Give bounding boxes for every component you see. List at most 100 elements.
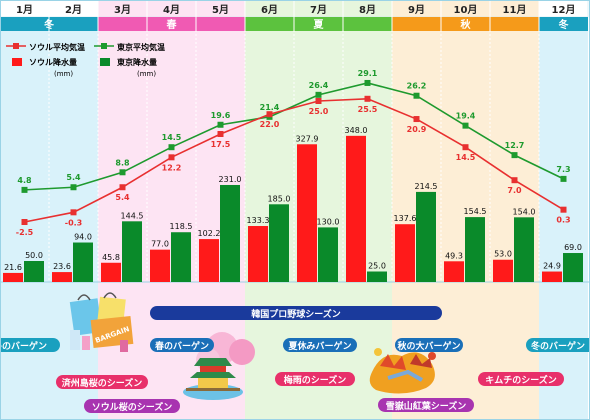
bar-label-tokyo-0: 50.0 <box>25 251 43 260</box>
point-label-tokyo-7: 29.1 <box>358 69 378 78</box>
events: 韓国プロ野球シーズン BARGAIN <box>0 292 590 413</box>
header: 冬春夏秋冬1月 2月 3月 4月 5月 6月 7月 8月 9月 10月 11月 12月 <box>0 0 589 31</box>
bar-tokyo-2 <box>122 221 142 282</box>
point-label-seoul-11: 0.3 <box>556 216 570 225</box>
bar-tokyo-11 <box>563 253 583 282</box>
bar-label-seoul-2: 45.8 <box>102 253 120 262</box>
point-seoul-7 <box>364 95 371 102</box>
point-tokyo-7 <box>364 79 371 86</box>
summer-bargain-label: 夏休みバーゲン <box>287 340 351 352</box>
bar-label-seoul-6: 327.9 <box>296 134 319 143</box>
jeju-cherry-label: 済州島桜のシーズン <box>62 377 143 389</box>
point-seoul-1 <box>70 209 77 216</box>
rainy-season-label: 梅雨のシーズン <box>284 374 347 386</box>
legend-seoul-temp: ソウル平均気温 <box>29 42 85 52</box>
point-label-seoul-7: 25.5 <box>358 105 378 114</box>
bar-seoul-4 <box>199 239 219 282</box>
bar-label-tokyo-7: 25.0 <box>368 262 386 271</box>
bar-tokyo-0 <box>24 261 44 282</box>
bar-label-seoul-4: 102.2 <box>198 229 221 238</box>
baseball-season-bar <box>150 306 442 320</box>
season-backgrounds <box>0 30 588 420</box>
event-seoul-cherry: ソウル桜のシーズン <box>84 399 180 413</box>
point-tokyo-9 <box>462 122 469 129</box>
month-label-2: 3月 <box>114 4 131 16</box>
point-seoul-5 <box>266 111 273 118</box>
event-rainy-season: 梅雨のシーズン <box>275 372 355 386</box>
point-seoul-3 <box>168 154 175 161</box>
bar-label-tokyo-6: 130.0 <box>317 217 340 226</box>
event-autumn-bargain: 秋の大バーゲン <box>395 338 463 352</box>
point-label-tokyo-2: 8.8 <box>115 158 130 167</box>
bar-label-seoul-0: 21.6 <box>4 263 22 272</box>
season-band-1 <box>98 17 245 31</box>
legend-tokyo-marker <box>101 43 107 49</box>
bar-seoul-5 <box>248 226 268 282</box>
bar-label-tokyo-4: 231.0 <box>219 175 242 184</box>
point-tokyo-0 <box>21 186 28 193</box>
point-seoul-0 <box>21 219 28 225</box>
legend-seoul-rain-swatch <box>12 58 22 66</box>
bar-tokyo-3 <box>171 232 191 282</box>
autumn-bargain-label: 秋の大バーゲン <box>396 340 460 352</box>
season-label-4: 冬 <box>559 18 569 31</box>
event-jeju-cherry: 済州島桜のシーズン <box>56 375 148 389</box>
point-tokyo-10 <box>511 152 518 159</box>
point-label-seoul-10: 7.0 <box>507 186 522 195</box>
bars <box>3 135 583 282</box>
event-winter-bargain-2: 冬のバーゲン <box>526 338 590 352</box>
bar-tokyo-1 <box>73 242 93 282</box>
point-label-tokyo-6: 26.4 <box>309 81 329 90</box>
bar-seoul-3 <box>150 249 170 282</box>
point-label-seoul-9: 14.5 <box>456 153 476 162</box>
bar-seoul-1 <box>52 272 72 282</box>
season-label-3: 秋 <box>461 18 472 31</box>
season-label-2: 夏 <box>313 19 325 31</box>
bar-tokyo-4 <box>220 184 240 282</box>
bar-seoul-2 <box>101 262 121 282</box>
bar-seoul-11 <box>542 271 562 282</box>
point-label-seoul-3: 12.2 <box>162 163 182 172</box>
legend: ソウル平均気温 東京平均気温 ソウル降水量 (mm) 東京降水量 (mm) <box>6 42 165 78</box>
bar-seoul-6 <box>297 144 317 282</box>
month-label-4: 5月 <box>212 4 229 16</box>
month-label-10: 11月 <box>503 4 527 16</box>
bar-tokyo-7 <box>367 271 387 282</box>
month-label-5: 6月 <box>261 4 278 16</box>
point-label-tokyo-5: 21.4 <box>260 103 280 112</box>
legend-tokyo-rain-swatch <box>100 58 110 66</box>
legend-tokyo-rain: 東京降水量 <box>117 57 157 67</box>
bargain-bag-illustration: BARGAIN <box>69 292 134 352</box>
legend-tokyo-temp: 東京平均気温 <box>117 42 165 52</box>
bar-seoul-9 <box>444 261 464 282</box>
bar-label-tokyo-9: 154.5 <box>464 207 487 216</box>
month-label-3: 4月 <box>163 4 180 16</box>
point-label-tokyo-0: 4.8 <box>17 176 32 185</box>
bar-tokyo-9 <box>465 217 485 282</box>
season-band-3 <box>392 17 539 31</box>
bar-label-tokyo-10: 154.0 <box>513 207 536 216</box>
legend-seoul-marker <box>13 43 19 49</box>
point-label-tokyo-1: 5.4 <box>66 173 81 182</box>
month-label-0: 1月 <box>16 4 33 16</box>
autumn-leaves-illustration <box>369 348 436 394</box>
bar-label-tokyo-5: 185.0 <box>268 194 291 203</box>
month-label-7: 8月 <box>359 4 376 16</box>
bar-seoul-0 <box>3 272 23 282</box>
bar-label-seoul-3: 77.0 <box>151 240 169 249</box>
baseball-season-label: 韓国プロ野球シーズン <box>251 308 341 320</box>
point-seoul-10 <box>511 177 518 184</box>
winter-bargain-2-label: 冬のバーゲン <box>531 340 585 352</box>
bar-label-tokyo-3: 118.5 <box>170 222 193 231</box>
point-label-tokyo-11: 7.3 <box>556 165 570 174</box>
bar-label-seoul-7: 348.0 <box>345 126 368 135</box>
point-label-seoul-4: 17.5 <box>211 140 231 149</box>
point-label-tokyo-10: 12.7 <box>505 141 525 150</box>
point-label-tokyo-3: 14.5 <box>162 133 182 142</box>
point-seoul-4 <box>217 131 224 137</box>
legend-seoul-rain: ソウル降水量 <box>29 57 77 67</box>
bar-label-tokyo-1: 94.0 <box>74 233 92 242</box>
month-label-6: 7月 <box>310 4 327 16</box>
bar-label-seoul-5: 133.3 <box>247 216 270 225</box>
